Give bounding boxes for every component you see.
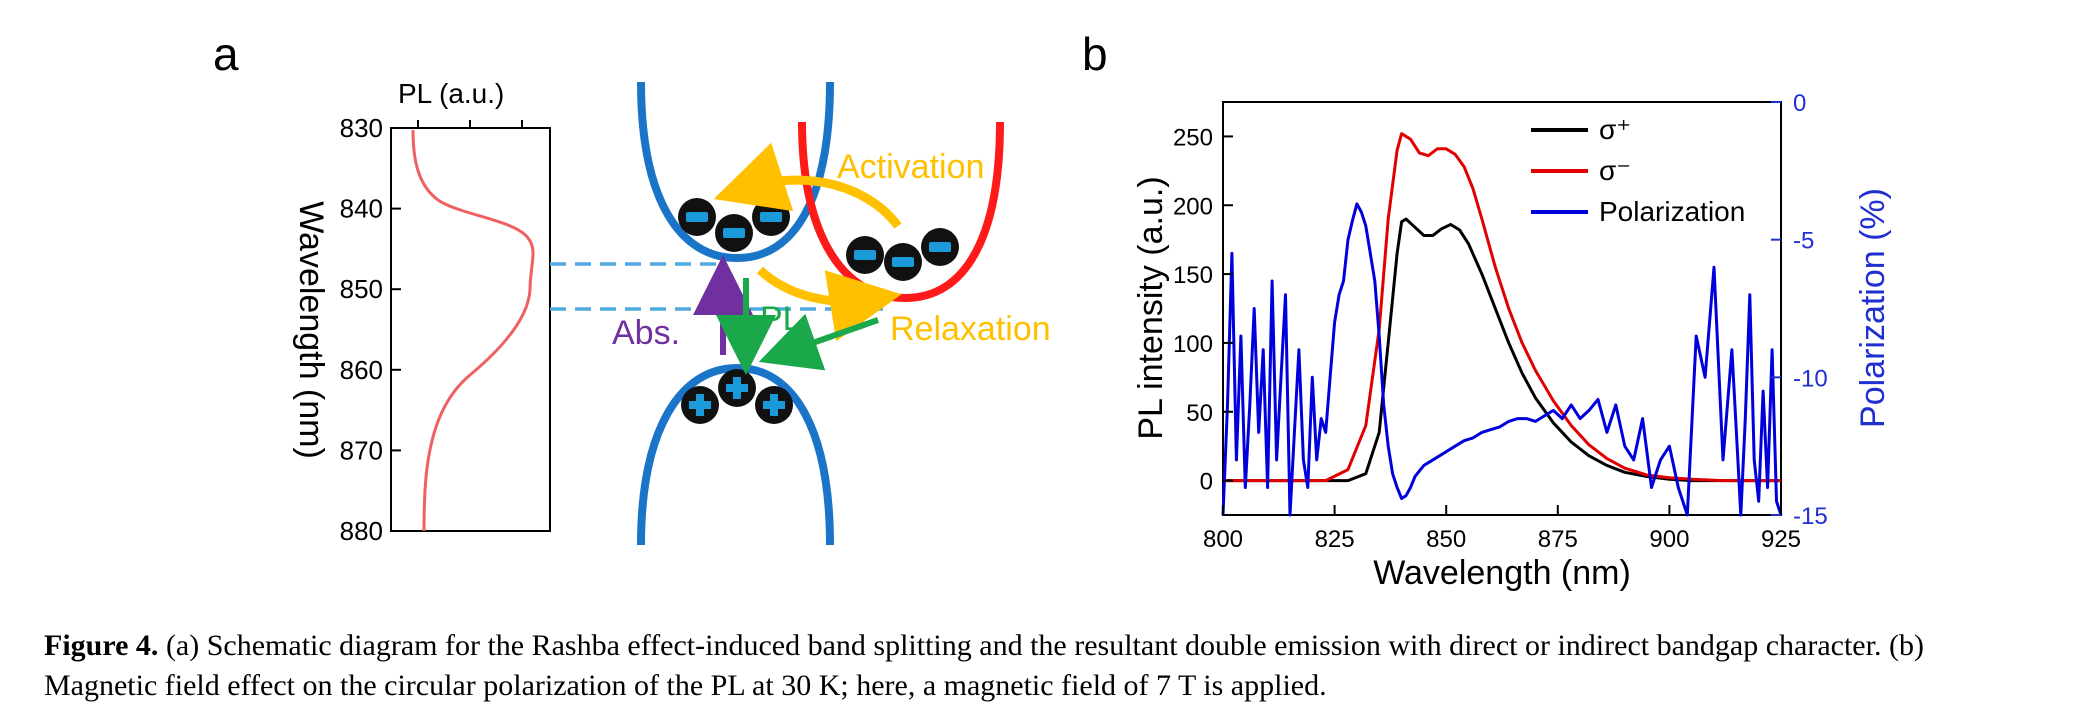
figure-caption: Figure 4. (a) Schematic diagram for the … bbox=[44, 626, 2044, 706]
pl-tick-label: 830 bbox=[340, 113, 383, 143]
caption-text: (a) Schematic diagram for the Rashba eff… bbox=[44, 629, 1924, 702]
holes bbox=[681, 369, 793, 424]
chart-y2label: Polarization (%) bbox=[1854, 188, 1892, 428]
pl-tick-label: 850 bbox=[340, 274, 383, 304]
relaxation-label: Relaxation bbox=[890, 310, 1051, 348]
y-tick-label: 150 bbox=[1173, 262, 1213, 289]
y2-tick-label: -15 bbox=[1793, 503, 1828, 530]
pl-spectrum-inset: PL (a.u.) 830 840 850 860 870 880 Wavelength … bbox=[292, 78, 551, 546]
series-line-sigma-plus bbox=[1223, 217, 1781, 483]
pl-label: PL bbox=[760, 300, 802, 338]
pl-tick-label: 860 bbox=[340, 355, 383, 385]
pl-wavelength-ticks: 830 840 850 860 870 880 bbox=[340, 113, 523, 546]
y-tick-label: 200 bbox=[1173, 193, 1213, 220]
chart-ylabel: PL intensity (a.u.) bbox=[1132, 176, 1170, 439]
electron bbox=[678, 198, 716, 236]
y-tick-label: 0 bbox=[1200, 469, 1213, 496]
y2-tick-label: -5 bbox=[1793, 228, 1814, 255]
x-tick-label: 875 bbox=[1538, 526, 1578, 553]
pl-tick-label: 840 bbox=[340, 194, 383, 224]
pl-spectrum-curve bbox=[411, 129, 535, 532]
panel-b-letter: b bbox=[1082, 28, 1108, 80]
x-tick-label: 850 bbox=[1426, 526, 1466, 553]
y2-tick-label: -10 bbox=[1793, 365, 1828, 392]
hole bbox=[718, 369, 756, 407]
chart-legend: σ⁺ σ⁻ Polarization bbox=[1531, 114, 1745, 227]
series-line-sigma-minus bbox=[1223, 132, 1781, 483]
indirect-conduction-band bbox=[798, 121, 1004, 303]
legend-label: σ⁻ bbox=[1599, 155, 1631, 186]
electrons-indirect bbox=[846, 228, 959, 281]
hole bbox=[681, 386, 719, 424]
legend-label: Polarization bbox=[1599, 196, 1745, 227]
panel-b: b 800 825 850 875 900 925 0 50 100 150 200 250 0 -5 -1… bbox=[1082, 28, 1892, 592]
indirect-pl-arrow bbox=[758, 313, 879, 371]
electron bbox=[846, 236, 884, 274]
x-tick-label: 825 bbox=[1315, 526, 1355, 553]
electron bbox=[752, 198, 790, 236]
y-tick-label: 250 bbox=[1173, 124, 1213, 151]
activation-arrow bbox=[713, 142, 902, 229]
caption-label: Figure 4. bbox=[44, 629, 159, 662]
abs-label: Abs. bbox=[612, 314, 680, 352]
pl-axis-top-label: PL (a.u.) bbox=[398, 78, 504, 109]
pl-spectrum-frame bbox=[390, 127, 551, 532]
polarization-chart: 800 825 850 875 900 925 0 50 100 150 200 250 0 -5 -10 -… bbox=[1132, 90, 1892, 592]
pl-axis-ylabel: Wavelength (nm) bbox=[292, 201, 330, 459]
electron bbox=[921, 228, 959, 266]
panel-a-letter: a bbox=[213, 28, 239, 80]
legend-label: σ⁺ bbox=[1599, 114, 1631, 145]
chart-ticks: 800 825 850 875 900 925 0 50 100 150 200 250 0 -5 -10 -… bbox=[1173, 90, 1828, 553]
x-tick-label: 925 bbox=[1761, 526, 1801, 553]
chart-series bbox=[1221, 132, 1783, 517]
pl-tick-label: 870 bbox=[340, 435, 383, 465]
relaxation-arrow bbox=[756, 266, 902, 342]
chart-xlabel: Wavelength (nm) bbox=[1373, 554, 1631, 592]
panel-a: a PL (a.u.) 830 840 850 860 870 880 Wavelengt… bbox=[213, 28, 1051, 546]
y-tick-label: 100 bbox=[1173, 331, 1213, 358]
activation-label: Activation bbox=[837, 148, 984, 186]
x-tick-label: 900 bbox=[1649, 526, 1689, 553]
series-line-polarization bbox=[1221, 202, 1783, 517]
hole bbox=[755, 386, 793, 424]
electron bbox=[715, 214, 753, 252]
plot-frame bbox=[1222, 101, 1782, 516]
x-tick-label: 800 bbox=[1203, 526, 1243, 553]
y-tick-label: 50 bbox=[1186, 400, 1213, 427]
y2-tick-label: 0 bbox=[1793, 90, 1806, 117]
electron bbox=[884, 243, 922, 281]
pl-tick-label: 880 bbox=[340, 516, 383, 546]
